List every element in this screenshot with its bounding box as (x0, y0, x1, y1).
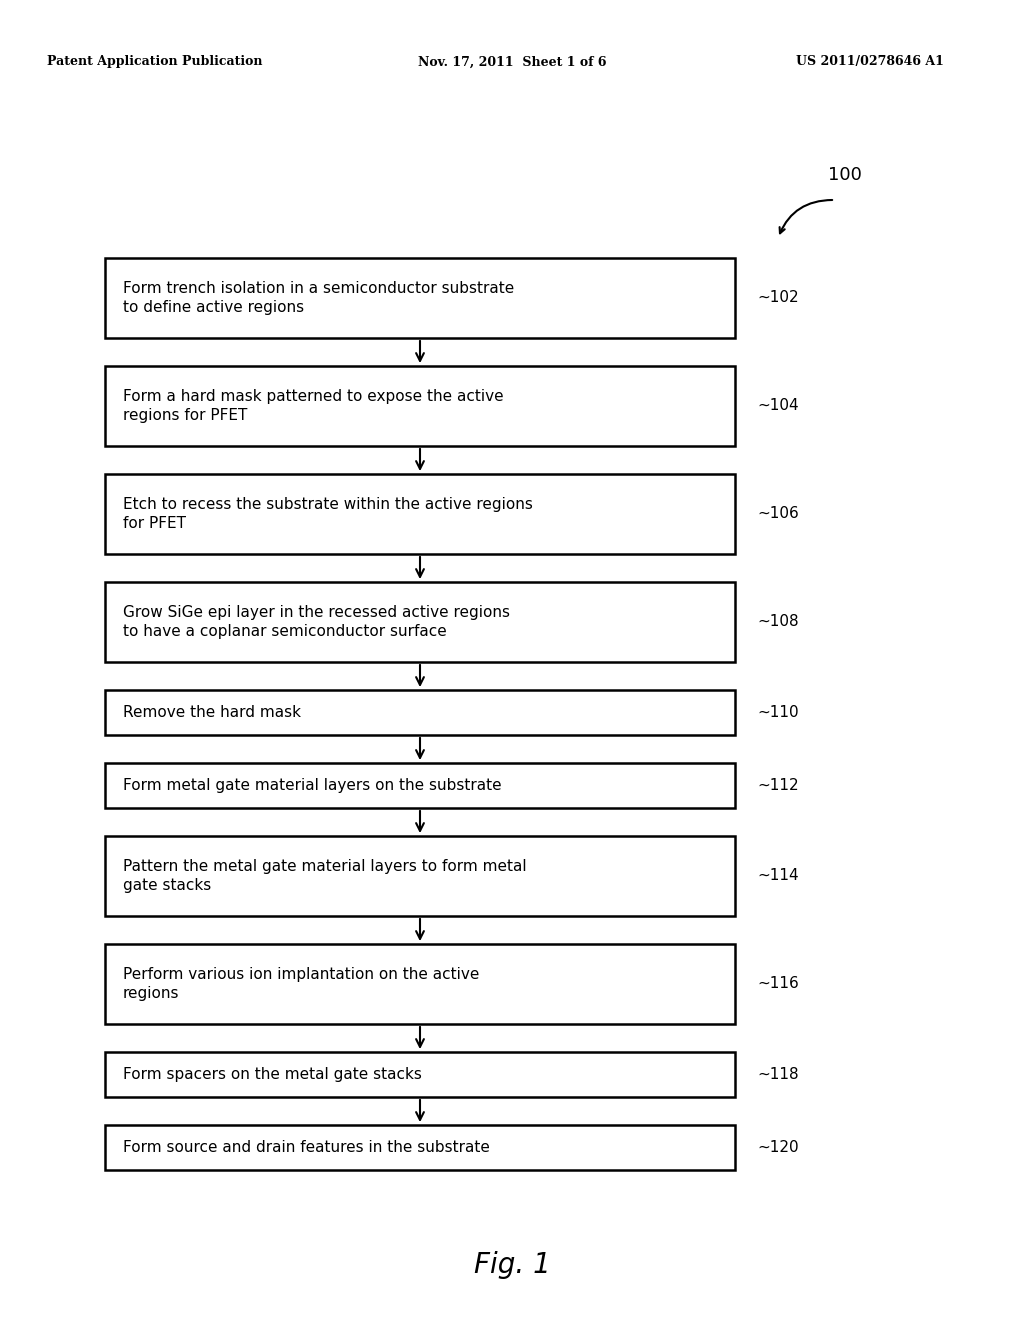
Text: Form a hard mask patterned to expose the active
regions for PFET: Form a hard mask patterned to expose the… (123, 389, 504, 424)
Text: ~104: ~104 (757, 399, 799, 413)
Bar (105, 582, 735, 663)
Text: Patent Application Publication: Patent Application Publication (47, 55, 263, 69)
Bar (105, 763, 735, 808)
Text: 100: 100 (828, 166, 862, 183)
Text: Form metal gate material layers on the substrate: Form metal gate material layers on the s… (123, 777, 502, 793)
Bar (105, 366, 735, 446)
Text: ~116: ~116 (757, 977, 799, 991)
Bar (105, 474, 735, 554)
Text: ~110: ~110 (757, 705, 799, 719)
Text: Pattern the metal gate material layers to form metal
gate stacks: Pattern the metal gate material layers t… (123, 859, 526, 894)
Text: Fig. 1: Fig. 1 (474, 1251, 550, 1279)
Bar (105, 944, 735, 1024)
Text: ~118: ~118 (757, 1067, 799, 1082)
Text: Etch to recess the substrate within the active regions
for PFET: Etch to recess the substrate within the … (123, 496, 532, 531)
Bar (105, 836, 735, 916)
Text: Remove the hard mask: Remove the hard mask (123, 705, 301, 719)
Text: ~102: ~102 (757, 290, 799, 305)
Text: ~108: ~108 (757, 615, 799, 630)
Text: ~114: ~114 (757, 869, 799, 883)
Bar (105, 690, 735, 735)
Bar (105, 257, 735, 338)
Text: Grow SiGe epi layer in the recessed active regions
to have a coplanar semiconduc: Grow SiGe epi layer in the recessed acti… (123, 605, 510, 639)
Text: ~112: ~112 (757, 777, 799, 793)
Text: ~120: ~120 (757, 1140, 799, 1155)
Text: ~106: ~106 (757, 507, 799, 521)
Text: US 2011/0278646 A1: US 2011/0278646 A1 (796, 55, 944, 69)
Text: Form source and drain features in the substrate: Form source and drain features in the su… (123, 1140, 489, 1155)
Text: Perform various ion implantation on the active
regions: Perform various ion implantation on the … (123, 966, 479, 1001)
Bar (105, 1125, 735, 1170)
Text: Form trench isolation in a semiconductor substrate
to define active regions: Form trench isolation in a semiconductor… (123, 281, 514, 315)
Text: Form spacers on the metal gate stacks: Form spacers on the metal gate stacks (123, 1067, 422, 1082)
Bar (105, 1052, 735, 1097)
Text: Nov. 17, 2011  Sheet 1 of 6: Nov. 17, 2011 Sheet 1 of 6 (418, 55, 606, 69)
